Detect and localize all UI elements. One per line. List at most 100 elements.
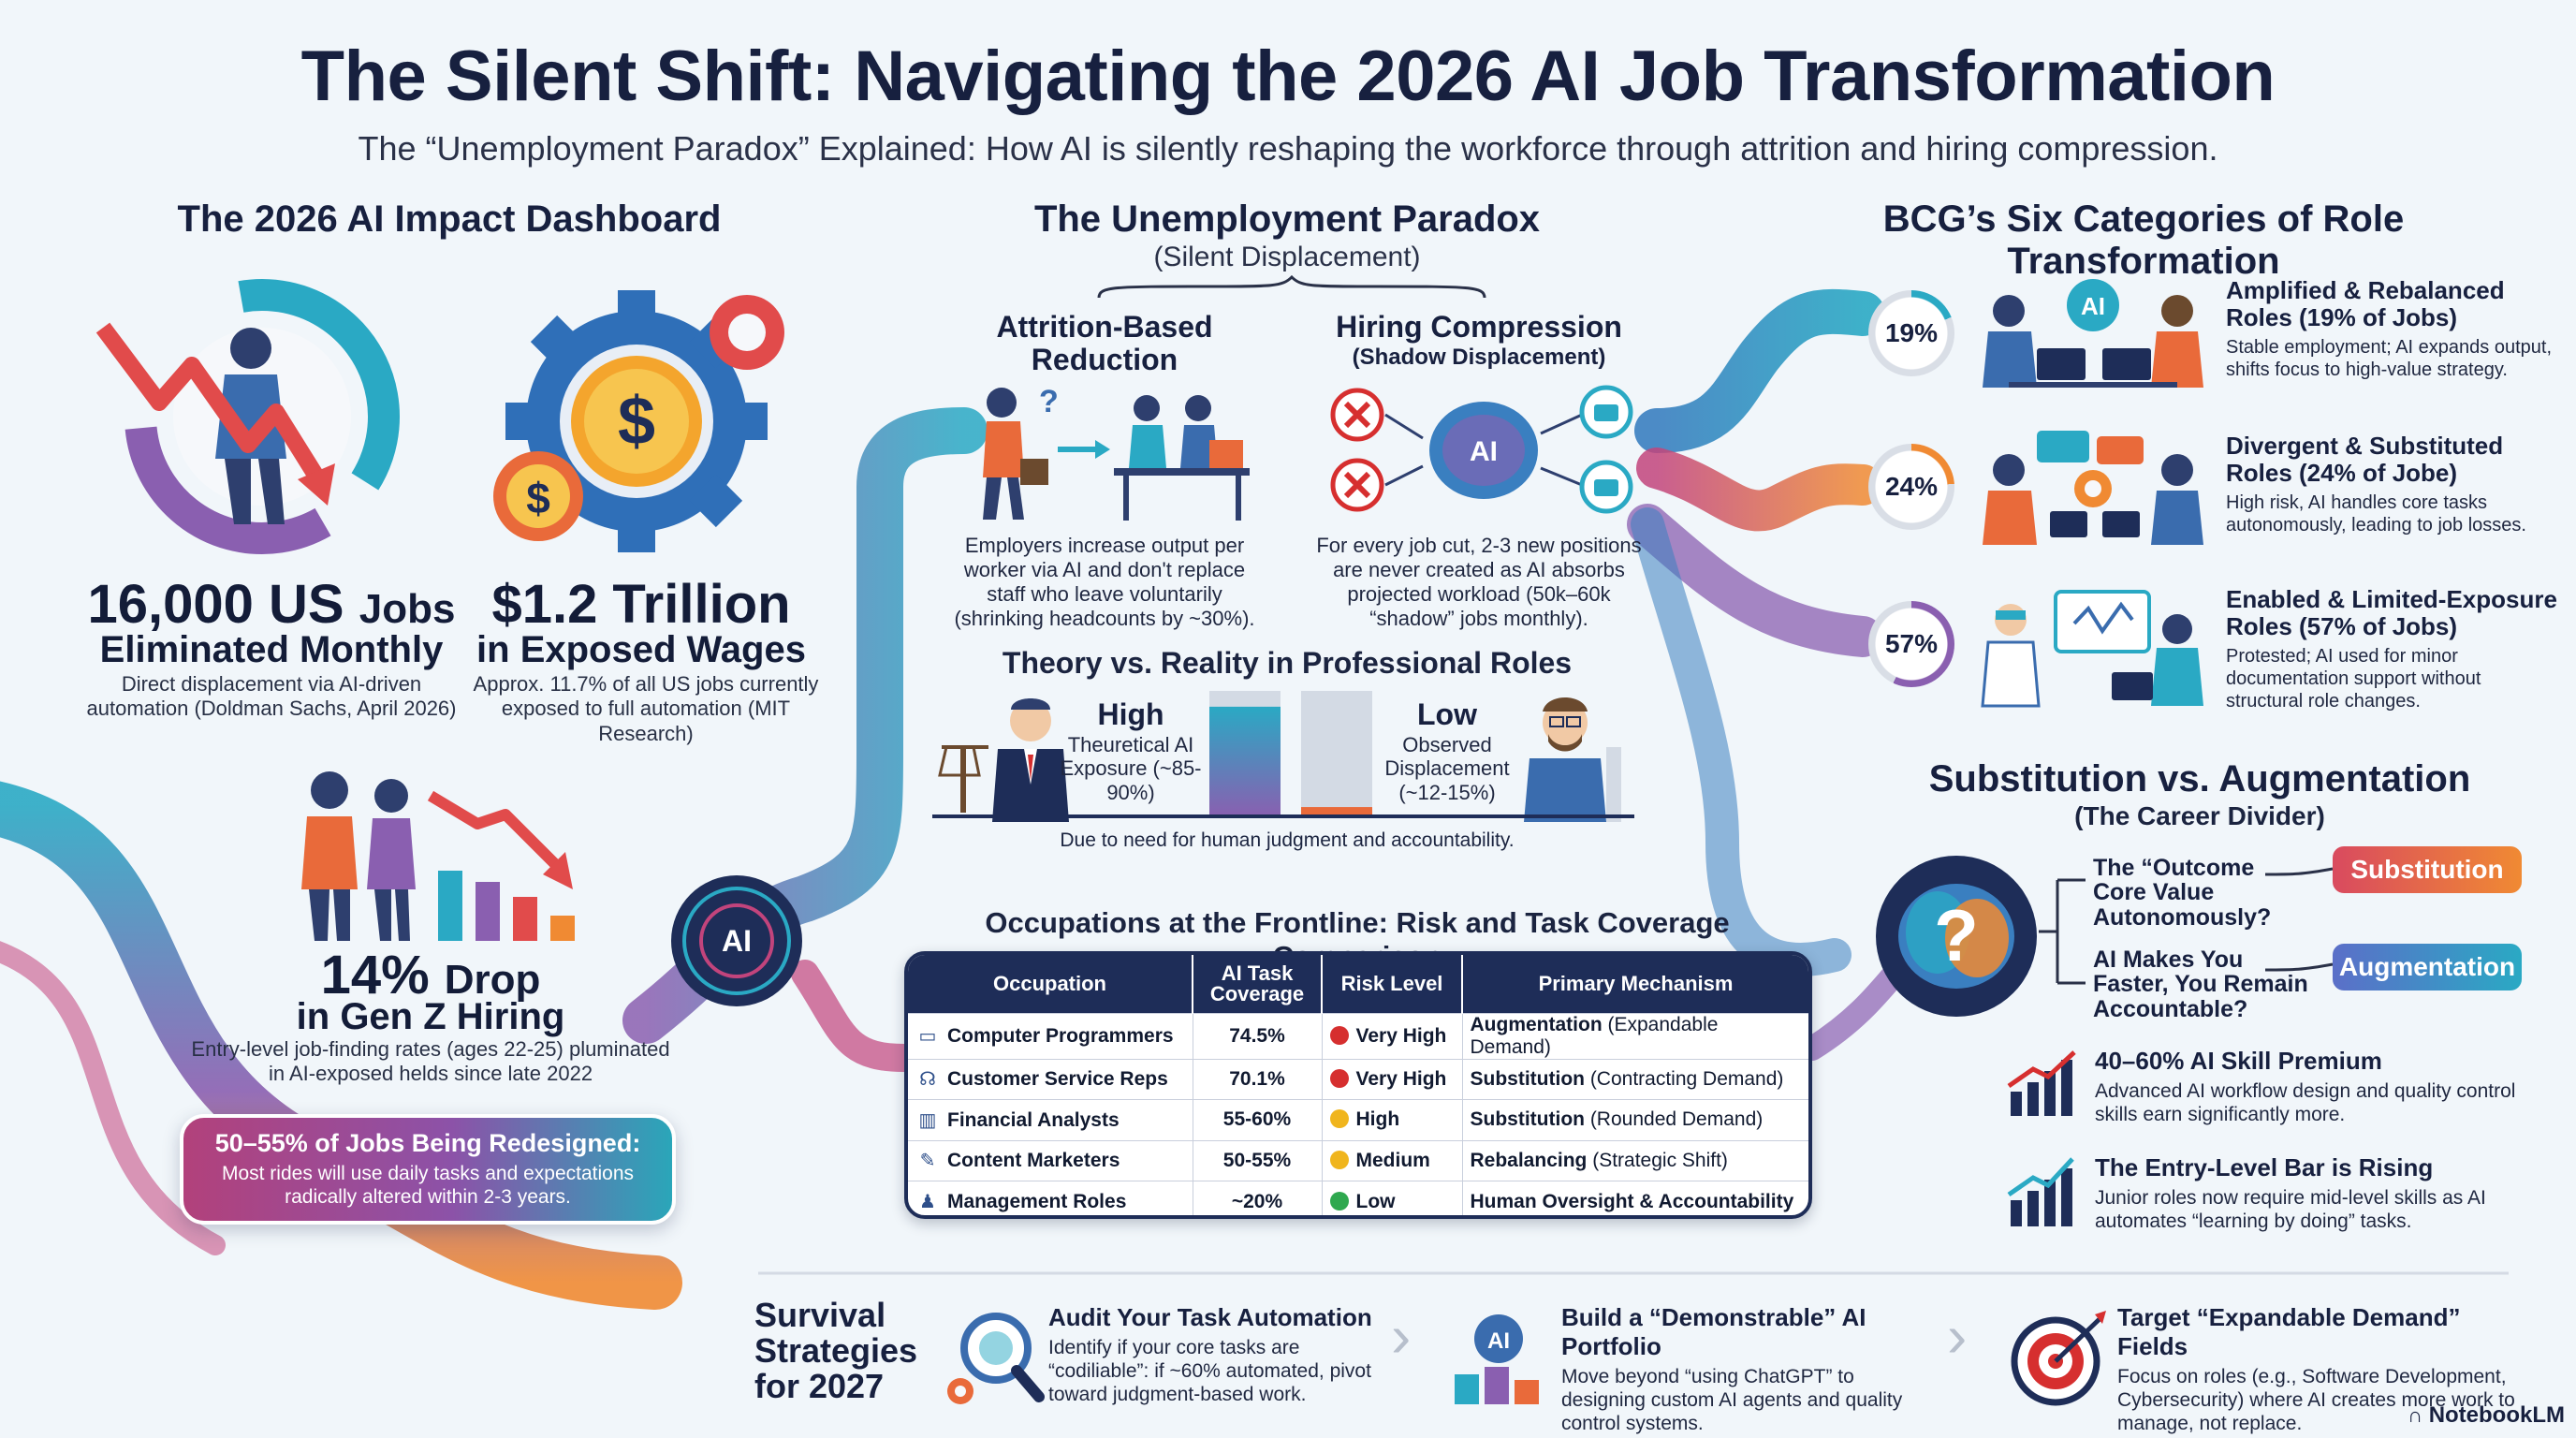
notebooklm-logo-icon: ∩ [2408,1403,2423,1427]
rising-bar-icon [2007,1157,2074,1226]
category-enabled: Enabled & Limited-Exposure Roles (57% of… [2226,586,2563,712]
shadow-displacement-icon: AI [1330,385,1633,514]
strategy-portfolio: Build a “Demonstrable” AI Portfolio Move… [1561,1303,1936,1436]
mechanism-cell: Augmentation (Expandable Demand) [1462,1012,1808,1059]
mechanism-cell: Human Oversight & Accountability [1462,1181,1808,1215]
strategy-title: Target “Expandable Demand” Fields [2117,1303,2461,1360]
strategy-title: Build a “Demonstrable” AI Portfolio [1561,1303,1866,1360]
strategy-title: Audit Your Task Automation [1048,1303,1372,1331]
svg-text:AI: AI [2081,292,2105,320]
svg-text:AI: AI [722,924,752,958]
jobs-redesigned-callout: 50–55% of Jobs Being Redesigned: Most ri… [180,1114,676,1225]
genz-hiring-label: in Gen Z Hiring [296,996,565,1037]
hiring-compression-note: For every job cut, 2-3 new positions are… [1316,534,1642,630]
risk-dot [1329,1191,1349,1211]
bar-chart-icon: ▥ [918,1109,937,1131]
genz-hiring-note: Entry-level job-finding rates (ages 22-2… [191,1037,670,1086]
redesign-title: 50–55% of Jobs Being Redesigned: [214,1129,641,1157]
risk-cell: Medium [1322,1139,1463,1181]
headset-icon: ☊ [919,1069,936,1091]
strategy-desc: Identify if your core tasks are “codilia… [1048,1337,1371,1406]
substitution-pill: Substitution [2333,846,2522,893]
percent-circle-amplified: 19% [1868,290,1954,376]
tip-title: 40–60% AI Skill Premium [2095,1047,2382,1075]
entry-level-tip: The Entry-Level Bar is Rising Junior rol… [2095,1153,2544,1233]
exposed-wages-stat: $1.2 Trillion [491,574,791,635]
paradox-subtitle: (Silent Displacement) [1153,242,1421,272]
table-row: ▭ Computer Programmers 74.5% Very High Augme… [908,1012,1808,1059]
tip-desc: Advanced AI workflow design and quality … [2095,1080,2516,1126]
occupation-cell: ✎ Content Marketers [908,1139,1193,1181]
ai-collaboration-icon: AI [1983,279,2203,388]
ai-chip-node-icon: AI [671,875,802,1006]
skill-premium-tip: 40–60% AI Skill Premium Advanced AI work… [2095,1047,2544,1126]
professional-man-icon [1524,697,1621,822]
column-header: Occupation [908,955,1193,1013]
augmentation-pill: Augmentation [2333,944,2522,990]
declining-worker-icon [95,279,400,554]
scales-lawyer-icon [938,698,1069,822]
occupation-cell: ▭ Computer Programmers [908,1012,1193,1059]
mechanism-cell: Rebalancing (Strategic Shift) [1462,1139,1808,1181]
survival-title: Survival Strategies for 2027 [754,1296,918,1405]
exposed-wages-note: Approx. 11.7% of all US jobs currently e… [473,672,819,745]
redesign-desc: Most rides will use daily tasks and expe… [221,1163,635,1209]
risk-cell: Very High [1322,1058,1463,1100]
category-title: Divergent & Substituted Roles (24% of Jo… [2226,432,2504,487]
bcg-title: BCG’s Six Categories of Role Transformat… [1882,198,2405,282]
brand-label: NotebookLM [2428,1402,2565,1428]
coverage-cell: 55-60% [1193,1099,1323,1141]
risk-dot [1329,1150,1349,1169]
divider-bracket [2039,878,2086,985]
category-desc: Protested; AI used for minor documentati… [2226,646,2481,712]
occupation-cell: ▥ Financial Analysts [908,1099,1193,1141]
table-row: ✎ Content Marketers 50-55% Medium Rebalancin… [908,1139,1808,1181]
risk-cell: High [1322,1099,1463,1141]
observed-displacement-bar [1301,807,1372,817]
svg-text:$: $ [526,474,550,522]
coverage-cell: 50-55% [1193,1139,1323,1181]
coverage-cell: 74.5% [1193,1012,1323,1059]
exposed-wages-label: in Exposed Wages [476,629,806,670]
strategy-desc: Move beyond “using ChatGPT” to designing… [1561,1366,1903,1435]
category-title: Amplified & Rebalanced Roles (19% of Job… [2226,276,2505,331]
strategy-desc: Focus on roles (e.g., Software Developme… [2117,1366,2515,1435]
strategy-audit: Audit Your Task Automation Identify if y… [1048,1303,1395,1407]
occupations-table: Occupation AI Task Coverage Risk Level P… [904,951,1812,1219]
high-exposure-label: High [1097,697,1164,731]
percent-circle-divergent: 24% [1868,444,1954,530]
chevron-right-icon: › [1391,1302,1412,1370]
svg-text:AI: AI [1487,1328,1510,1354]
healthcare-workers-icon [1981,590,2203,708]
table-row: ♟ Management Roles ~20% Low Human Oversight … [908,1181,1808,1215]
theory-baseline [932,814,1634,818]
risk-dot [1329,1068,1349,1088]
tip-title: The Entry-Level Bar is Rising [2095,1153,2434,1181]
growth-chart-icon [2007,1050,2076,1116]
risk-dot [1329,1025,1349,1045]
svg-text:AI: AI [1470,436,1498,467]
notebooklm-brand: ∩ NotebookLM [2387,1402,2565,1429]
augmentation-question: AI Makes You Faster, You Remain Accounta… [2093,946,2308,1022]
paradox-title: The Unemployment Paradox [1033,198,1541,240]
strategy-target: Target “Expandable Demand” Fields Focus … [2117,1303,2520,1436]
attrition-workers-icon: ? [983,384,1250,521]
substitution-meeting-icon [1983,431,2203,545]
jobs-eliminated-label: Eliminated Monthly [99,629,444,670]
mechanism-cell: Substitution (Rounded Demand) [1462,1099,1808,1141]
attrition-title: Attrition-Based Reduction [996,310,1213,377]
table-header-row: Occupation AI Task Coverage Risk Level P… [908,955,1808,1013]
divider-connectors [2265,867,2334,972]
target-icon [2011,1311,2106,1406]
dashboard-title: The 2026 AI Impact Dashboard [177,198,722,240]
hiring-compression-subtitle: (Shadow Displacement) [1352,345,1606,370]
low-displacement-label: Low [1417,697,1477,731]
table-row: ▥ Financial Analysts 55-60% High Substitutio… [908,1099,1808,1141]
risk-cell: Very High [1322,1012,1463,1059]
column-header: Risk Level [1322,955,1463,1013]
theory-reality-title: Theory vs. Reality in Professional Roles [1002,646,1573,680]
category-amplified: Amplified & Rebalanced Roles (19% of Job… [2226,277,2563,381]
occupation-cell: ♟ Management Roles [908,1181,1193,1215]
gears-dollar-icon: $ $ [493,290,784,552]
ai-portfolio-icon: AI [1455,1314,1539,1404]
